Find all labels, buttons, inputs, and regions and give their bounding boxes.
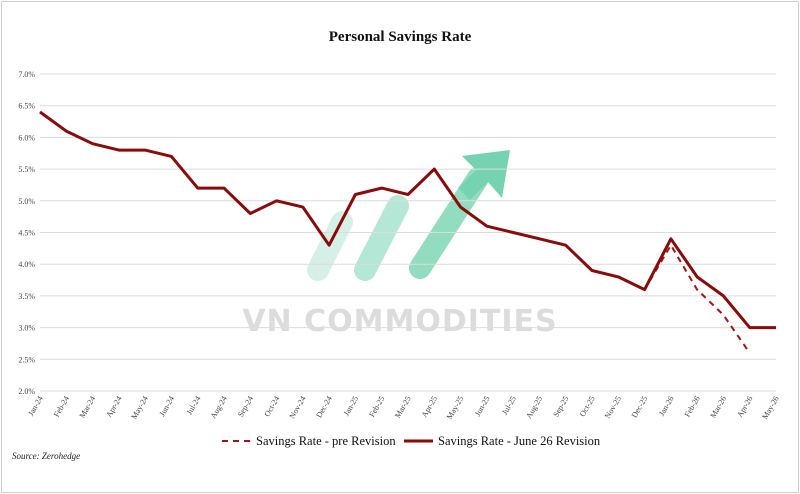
y-tick-label: 4.5% bbox=[18, 229, 35, 238]
y-tick-label: 2.0% bbox=[18, 387, 35, 396]
y-tick-label: 3.0% bbox=[18, 324, 35, 333]
watermark-text: VN COMMODITIES bbox=[242, 304, 557, 339]
series-layer bbox=[39, 110, 776, 354]
y-tick-label: 6.5% bbox=[18, 102, 35, 111]
y-tick-label: 7.0% bbox=[18, 70, 35, 79]
chart-title: Personal Savings Rate bbox=[329, 29, 472, 45]
y-tick-label: 2.5% bbox=[18, 355, 35, 364]
legend-label-june-revision: Savings Rate - June 26 Revision bbox=[438, 434, 601, 448]
legend: Savings Rate - pre Revision Savings Rate… bbox=[222, 434, 601, 448]
legend-label-pre-revision: Savings Rate - pre Revision bbox=[256, 434, 396, 448]
legend-item-june-revision: Savings Rate - June 26 Revision bbox=[404, 434, 601, 448]
y-tick-label: 5.0% bbox=[18, 197, 35, 206]
y-tick-label: 5.5% bbox=[18, 165, 35, 174]
y-tick-label: 6.0% bbox=[18, 133, 35, 142]
y-tick-label: 4.0% bbox=[18, 260, 35, 269]
legend-item-pre-revision: Savings Rate - pre Revision bbox=[222, 434, 396, 448]
series-line-june-revision bbox=[39, 110, 776, 330]
y-axis: 2.0% 2.5% 3.0% 3.5% 4.0% 4.5% 5.0% 5.5% 6.0% 6.5%… bbox=[18, 70, 35, 396]
grid bbox=[40, 73, 776, 392]
y-tick-label: 3.5% bbox=[18, 292, 35, 301]
source-note: Source: Zerohedge bbox=[12, 451, 80, 461]
